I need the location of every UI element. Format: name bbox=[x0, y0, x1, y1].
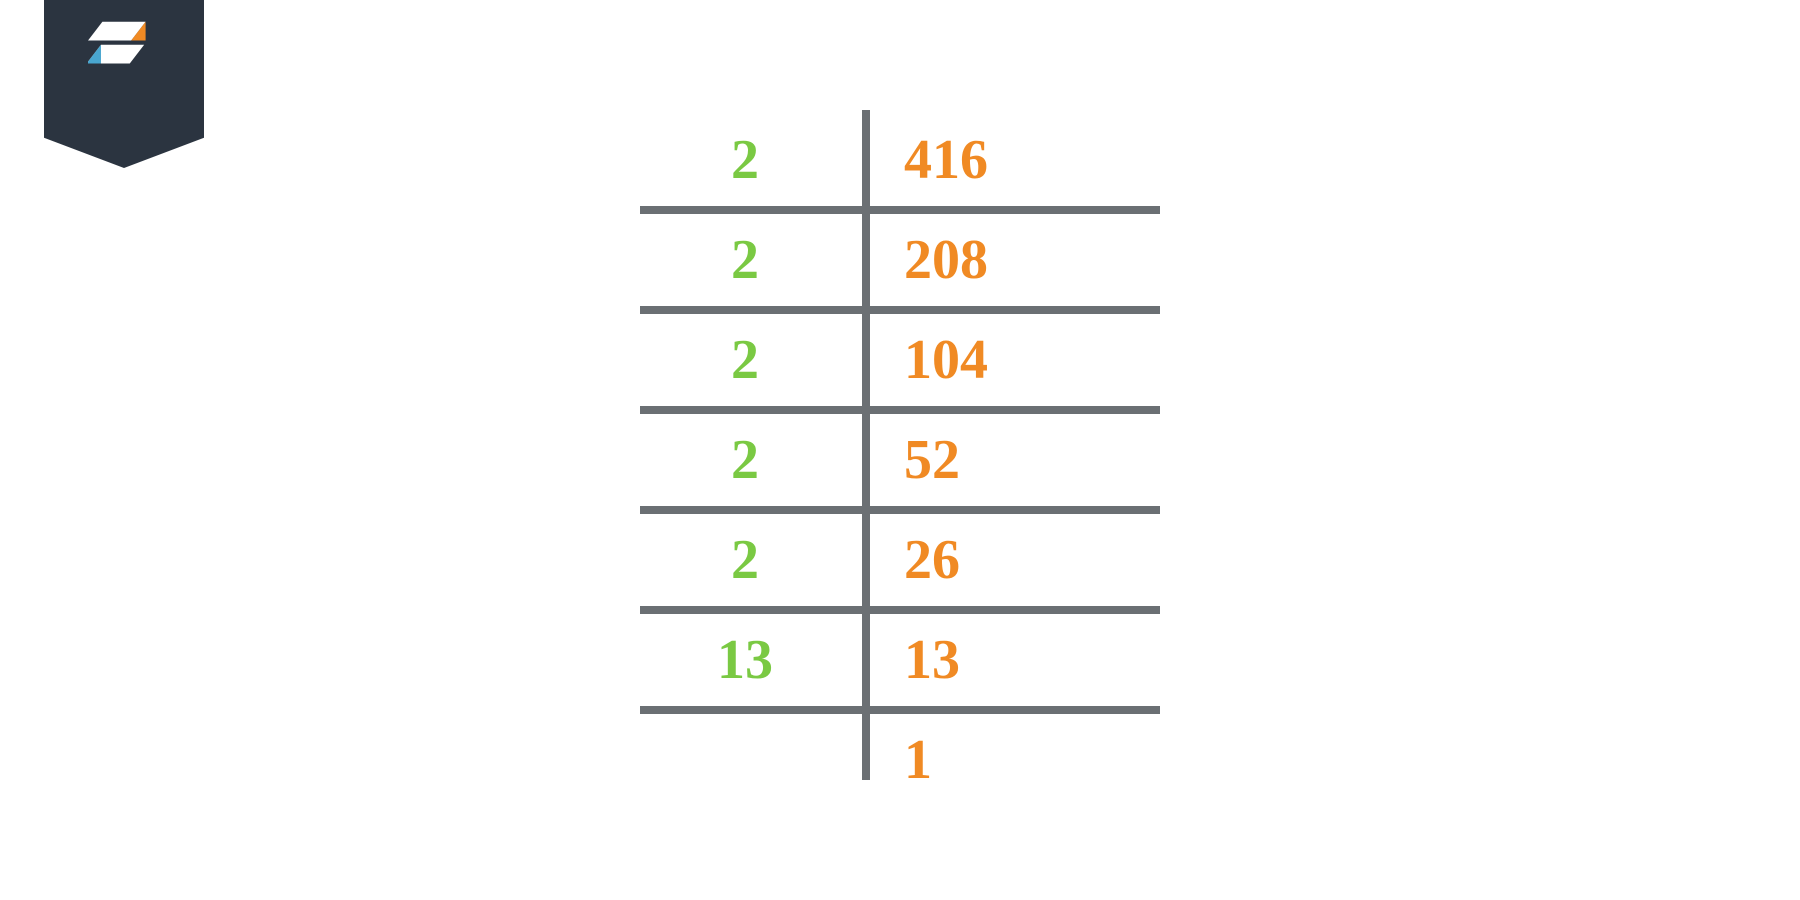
prime-factorization-table: 24162208210425222613131 bbox=[640, 110, 1160, 810]
vertical-divider bbox=[862, 610, 870, 710]
divisor-cell: 2 bbox=[640, 210, 850, 310]
divisor-cell: 2 bbox=[640, 510, 850, 610]
bottom-stripe bbox=[0, 870, 1800, 894]
vertical-divider bbox=[862, 710, 870, 780]
quotient-cell: 26 bbox=[880, 510, 1160, 610]
bottom-stripe-fade-left bbox=[600, 870, 900, 894]
som-logo-icon bbox=[88, 16, 160, 88]
divisor-cell: 2 bbox=[640, 110, 850, 210]
factor-row: 2 26 bbox=[640, 510, 1160, 610]
vertical-divider bbox=[862, 110, 870, 210]
divisor-cell: 13 bbox=[640, 610, 850, 710]
top-stripe-fade-right bbox=[900, 24, 1200, 48]
top-stripe bbox=[0, 24, 1800, 48]
divisor-cell bbox=[640, 710, 850, 810]
factor-row: 13 13 bbox=[640, 610, 1160, 710]
factor-row: 2 104 bbox=[640, 310, 1160, 410]
vertical-divider bbox=[862, 210, 870, 310]
quotient-cell: 1 bbox=[880, 710, 1160, 810]
divisor-cell: 2 bbox=[640, 410, 850, 510]
factor-row: 2 416 bbox=[640, 110, 1160, 210]
quotient-cell: 104 bbox=[880, 310, 1160, 410]
canvas: 24162208210425222613131 bbox=[0, 0, 1800, 900]
factor-row: 1 bbox=[640, 710, 1160, 810]
top-stripe-fade-left bbox=[600, 24, 900, 48]
divisor-cell: 2 bbox=[640, 310, 850, 410]
vertical-divider bbox=[862, 310, 870, 410]
vertical-divider bbox=[862, 410, 870, 510]
quotient-cell: 416 bbox=[880, 110, 1160, 210]
bottom-stripe-fade-right bbox=[900, 870, 1200, 894]
quotient-cell: 52 bbox=[880, 410, 1160, 510]
factor-row: 2 52 bbox=[640, 410, 1160, 510]
quotient-cell: 13 bbox=[880, 610, 1160, 710]
factor-row: 2 208 bbox=[640, 210, 1160, 310]
quotient-cell: 208 bbox=[880, 210, 1160, 310]
som-pennant bbox=[44, 0, 204, 168]
vertical-divider bbox=[862, 510, 870, 610]
